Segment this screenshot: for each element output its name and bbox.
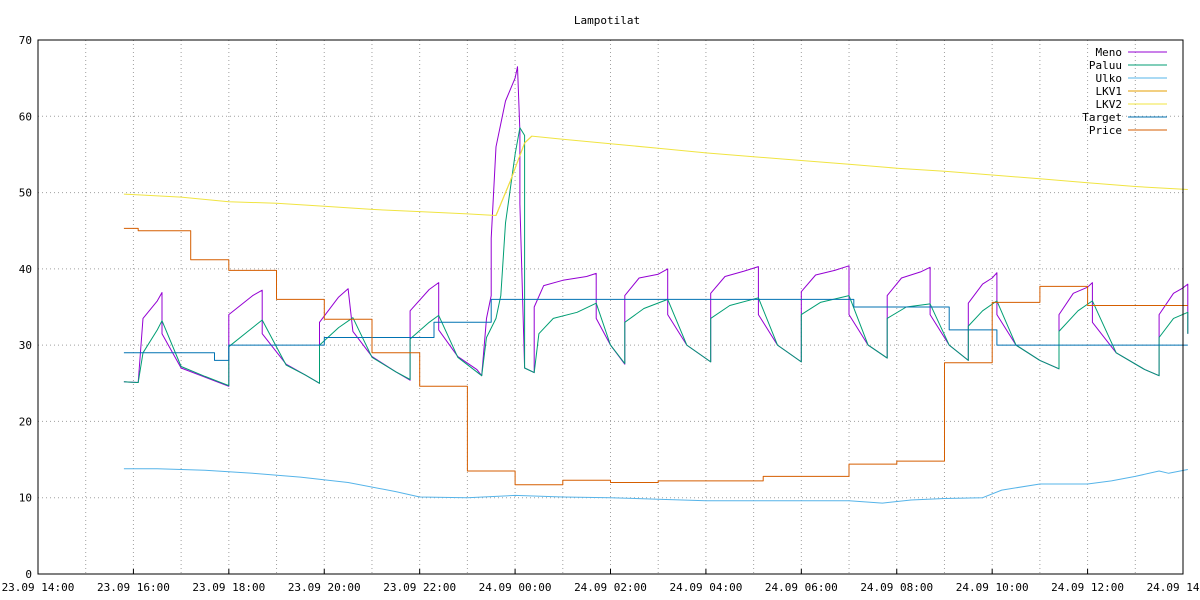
y-tick-label: 10 [19,492,32,505]
x-tick-label: 24.09 14:00 [1147,581,1200,594]
x-tick-label: 24.09 06:00 [765,581,838,594]
legend-label: LKV1 [1096,85,1123,98]
legend-label: Price [1089,124,1122,137]
series-line-price [123,227,1188,486]
series-line-paluu [123,127,1189,387]
legend-label: Target [1082,111,1122,124]
series-line-target [123,298,1188,361]
series-lines [123,66,1189,504]
x-tick-label: 24.09 10:00 [956,581,1029,594]
y-tick-label: 70 [19,34,32,47]
series-line-ulko [123,468,1188,504]
x-tick-label: 23.09 16:00 [97,581,170,594]
y-tick-label: 60 [19,110,32,123]
y-axis-ticks: 0 10 20 30 40 50 60 70 [19,34,32,581]
grid-lines [38,40,1183,574]
x-tick-label: 23.09 22:00 [383,581,456,594]
x-tick-label: 24.09 04:00 [669,581,742,594]
y-tick-label: 30 [19,339,32,352]
legend-label: LKV2 [1096,98,1123,111]
x-tick-label: 23.09 18:00 [192,581,265,594]
legend-label: Ulko [1096,72,1123,85]
y-tick-label: 20 [19,415,32,428]
x-tick-label: 23.09 20:00 [288,581,361,594]
x-tick-label: 24.09 08:00 [860,581,933,594]
x-tick-label: 24.09 12:00 [1051,581,1124,594]
legend-label: Meno [1096,46,1123,59]
x-axis-ticks: 23.09 14:00 23.09 16:00 23.09 18:00 23.09 2… [2,569,1200,594]
y-tick-label: 50 [19,187,32,200]
x-tick-label: 23.09 14:00 [2,581,75,594]
plot-border [37,39,1184,575]
y-tick-label: 0 [25,568,32,581]
y-tick-label: 40 [19,263,32,276]
x-tick-label: 24.09 00:00 [479,581,552,594]
chart-title: Lampotilat [574,14,640,27]
x-tick-label: 24.09 02:00 [574,581,647,594]
legend-label: Paluu [1089,59,1122,72]
series-line-lkv2 [123,135,1188,216]
